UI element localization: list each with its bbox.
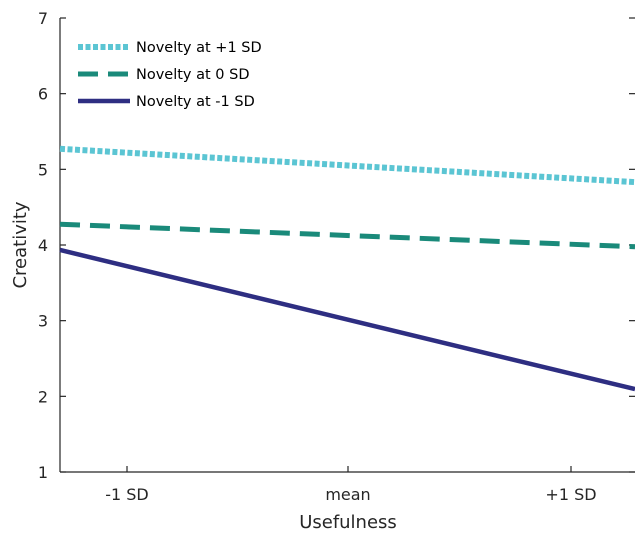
y-tick-label: 4 bbox=[38, 236, 48, 255]
series-line-2 bbox=[59, 247, 635, 392]
x-tick-label: -1 SD bbox=[105, 485, 149, 504]
x-axis-ticks: -1 SD mean +1 SD bbox=[105, 466, 597, 504]
y-tick-label: 7 bbox=[38, 9, 48, 28]
y-axis-label: Creativity bbox=[10, 201, 31, 288]
series-lines bbox=[59, 145, 635, 392]
y-tick-label: 2 bbox=[38, 387, 48, 406]
legend-label: Novelty at +1 SD bbox=[136, 40, 262, 56]
x-tick-label: +1 SD bbox=[545, 485, 596, 504]
legend: Novelty at +1 SD Novelty at 0 SD Novelty a… bbox=[78, 40, 262, 110]
series-line-1 bbox=[59, 221, 635, 250]
y-axis-ticks: 1 2 3 4 5 6 7 bbox=[38, 9, 635, 482]
y-tick-label: 6 bbox=[38, 85, 48, 104]
x-tick-label: mean bbox=[325, 485, 370, 504]
legend-label: Novelty at 0 SD bbox=[136, 67, 250, 83]
y-tick-label: 1 bbox=[38, 463, 48, 482]
y-tick-label: 3 bbox=[38, 312, 48, 331]
series-line-0 bbox=[59, 145, 635, 186]
x-axis-label: Usefulness bbox=[299, 512, 397, 533]
y-tick-label: 5 bbox=[38, 160, 48, 179]
legend-label: Novelty at -1 SD bbox=[136, 94, 255, 110]
